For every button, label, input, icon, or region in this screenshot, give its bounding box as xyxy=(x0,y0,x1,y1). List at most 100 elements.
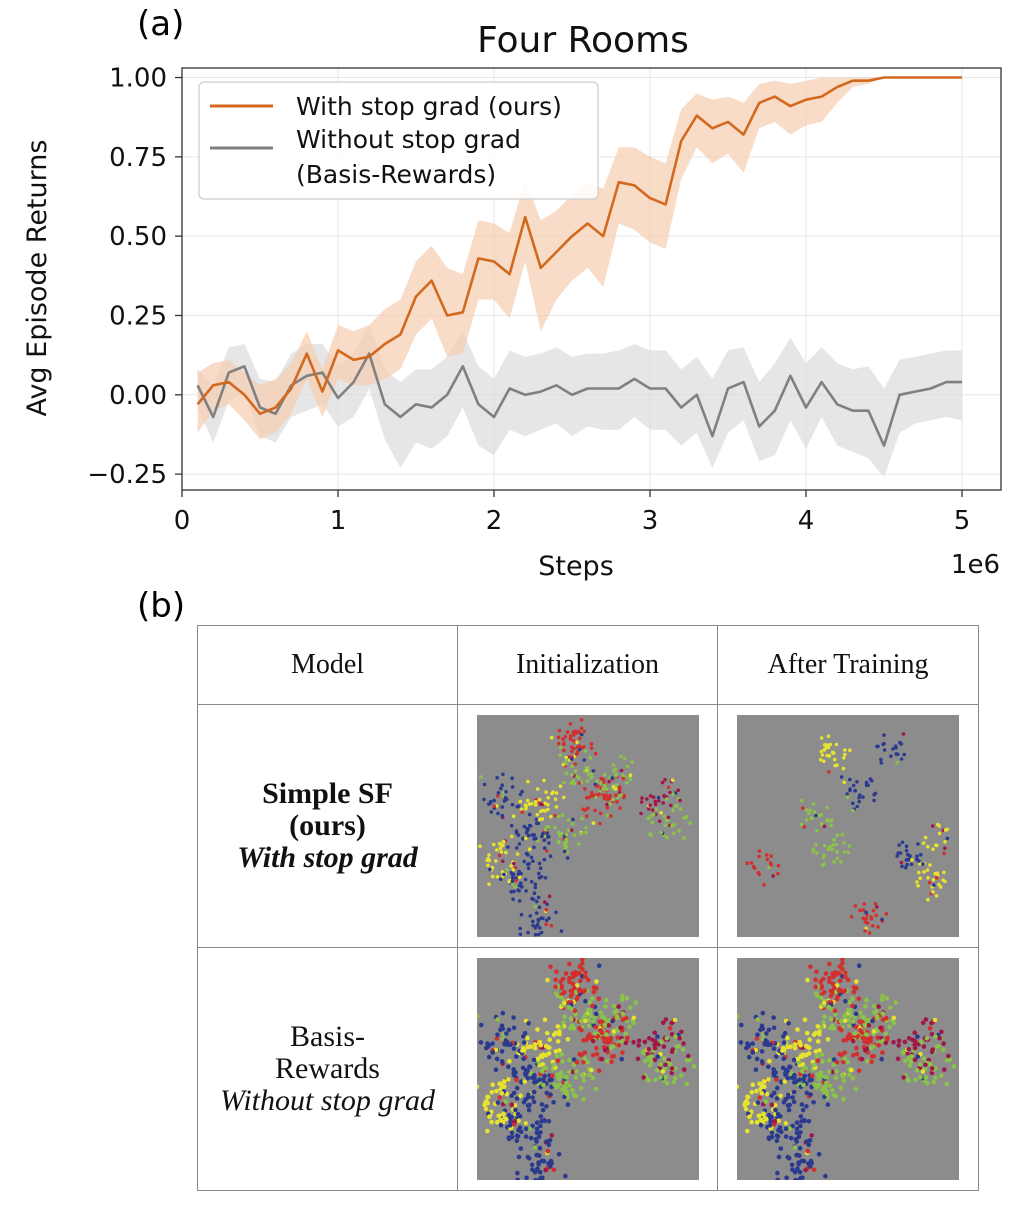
embedding-point xyxy=(539,1102,544,1107)
embedding-point xyxy=(618,754,623,759)
embedding-point xyxy=(670,808,675,812)
embedding-point xyxy=(869,1059,874,1065)
embedding-point xyxy=(535,812,539,817)
embedding-point xyxy=(590,1075,595,1081)
embedding-point xyxy=(845,792,849,796)
embedding-point xyxy=(596,792,601,796)
embedding-point xyxy=(536,1153,542,1158)
embedding-point xyxy=(681,836,686,840)
embedding-point xyxy=(584,795,588,800)
embedding-point xyxy=(843,752,847,757)
embedding-point xyxy=(644,1076,650,1082)
embedding-point xyxy=(826,847,831,852)
embedding-point xyxy=(830,1069,835,1075)
embedding-point xyxy=(485,856,490,861)
embedding-point xyxy=(566,975,572,981)
embedding-point xyxy=(825,805,829,810)
embedding-point xyxy=(760,1010,766,1016)
embedding-point xyxy=(654,1054,660,1059)
embedding-point xyxy=(536,932,540,937)
embedding-point xyxy=(591,821,595,825)
embedding-point xyxy=(588,1067,594,1073)
embedding-point xyxy=(490,865,494,870)
embedding-point xyxy=(579,816,584,821)
embedding-point xyxy=(561,1000,567,1006)
embedding-point xyxy=(660,1069,665,1074)
embedding-point xyxy=(811,802,816,806)
embedding-point xyxy=(553,910,558,915)
embedding-point xyxy=(860,1014,865,1020)
embedding-point xyxy=(767,1123,773,1128)
embedding-point xyxy=(533,885,537,890)
embedding-point xyxy=(841,1078,846,1084)
embedding-point xyxy=(566,828,570,832)
embedding-point xyxy=(510,785,514,789)
embedding-point xyxy=(814,969,819,974)
embedding-point xyxy=(865,921,870,925)
embedding-point xyxy=(868,777,873,781)
embedding-point xyxy=(573,762,577,766)
embedding-point xyxy=(536,871,541,876)
embedding-point xyxy=(609,776,614,780)
embedding-point xyxy=(781,1040,787,1045)
embedding-point xyxy=(646,807,650,811)
embedding-point xyxy=(854,979,859,984)
embedding-point xyxy=(544,1030,549,1036)
embedding-point xyxy=(566,1004,571,1010)
embedding-point xyxy=(929,1020,934,1026)
embedding-point xyxy=(556,1082,561,1088)
embedding-point xyxy=(942,851,946,856)
embedding-point xyxy=(802,825,807,829)
embedding-point xyxy=(787,1126,793,1132)
embedding-point xyxy=(579,726,583,731)
embedding-point xyxy=(851,808,855,813)
embedding-point xyxy=(918,876,923,880)
embedding-point xyxy=(509,776,514,780)
embedding-point xyxy=(529,801,534,806)
embedding-point xyxy=(671,831,676,835)
embedding-point xyxy=(562,849,566,854)
embedding-point xyxy=(523,807,528,811)
embedding-point xyxy=(535,787,539,791)
embedding-point xyxy=(555,1058,560,1064)
embedding-point xyxy=(880,1011,886,1016)
embedding-point xyxy=(766,1064,771,1070)
embedding-point xyxy=(614,773,618,778)
embedding-point xyxy=(608,1059,614,1065)
embedding-point xyxy=(557,979,563,984)
embedding-point xyxy=(573,769,577,773)
embedding-point xyxy=(543,827,547,832)
embedding-point xyxy=(873,1008,879,1014)
embedding-point xyxy=(933,1066,938,1071)
embedding-point xyxy=(658,830,663,835)
embedding-point xyxy=(489,810,493,814)
embedding-point xyxy=(780,1048,785,1053)
embedding-point xyxy=(547,1092,553,1097)
embedding-point xyxy=(824,1091,830,1097)
embedding-point xyxy=(808,1164,813,1169)
embedding-point xyxy=(538,1175,543,1180)
embedding-point xyxy=(871,908,876,913)
embedding-point xyxy=(798,1042,803,1048)
embedding-point xyxy=(680,1047,685,1052)
embedding-point xyxy=(546,1051,551,1056)
embedding-point xyxy=(552,984,558,990)
embedding-point xyxy=(517,1093,523,1099)
embedding-point xyxy=(544,831,549,835)
embedding-point xyxy=(614,1015,620,1021)
embedding-point xyxy=(568,734,572,738)
embedding-point xyxy=(842,841,846,845)
embedding-point xyxy=(640,1049,645,1054)
embedding-point xyxy=(560,813,564,818)
embedding-point xyxy=(870,924,875,928)
embedding-point xyxy=(671,823,676,827)
embedding-point xyxy=(544,849,549,853)
embedding-point xyxy=(872,792,876,797)
embedding-point xyxy=(889,754,893,758)
embedding-point xyxy=(799,1054,805,1059)
embedding-point xyxy=(589,746,593,750)
embedding-point xyxy=(539,930,543,935)
embedding-point xyxy=(555,814,560,819)
embedding-point xyxy=(483,1106,488,1112)
embedding-point xyxy=(607,1037,612,1042)
